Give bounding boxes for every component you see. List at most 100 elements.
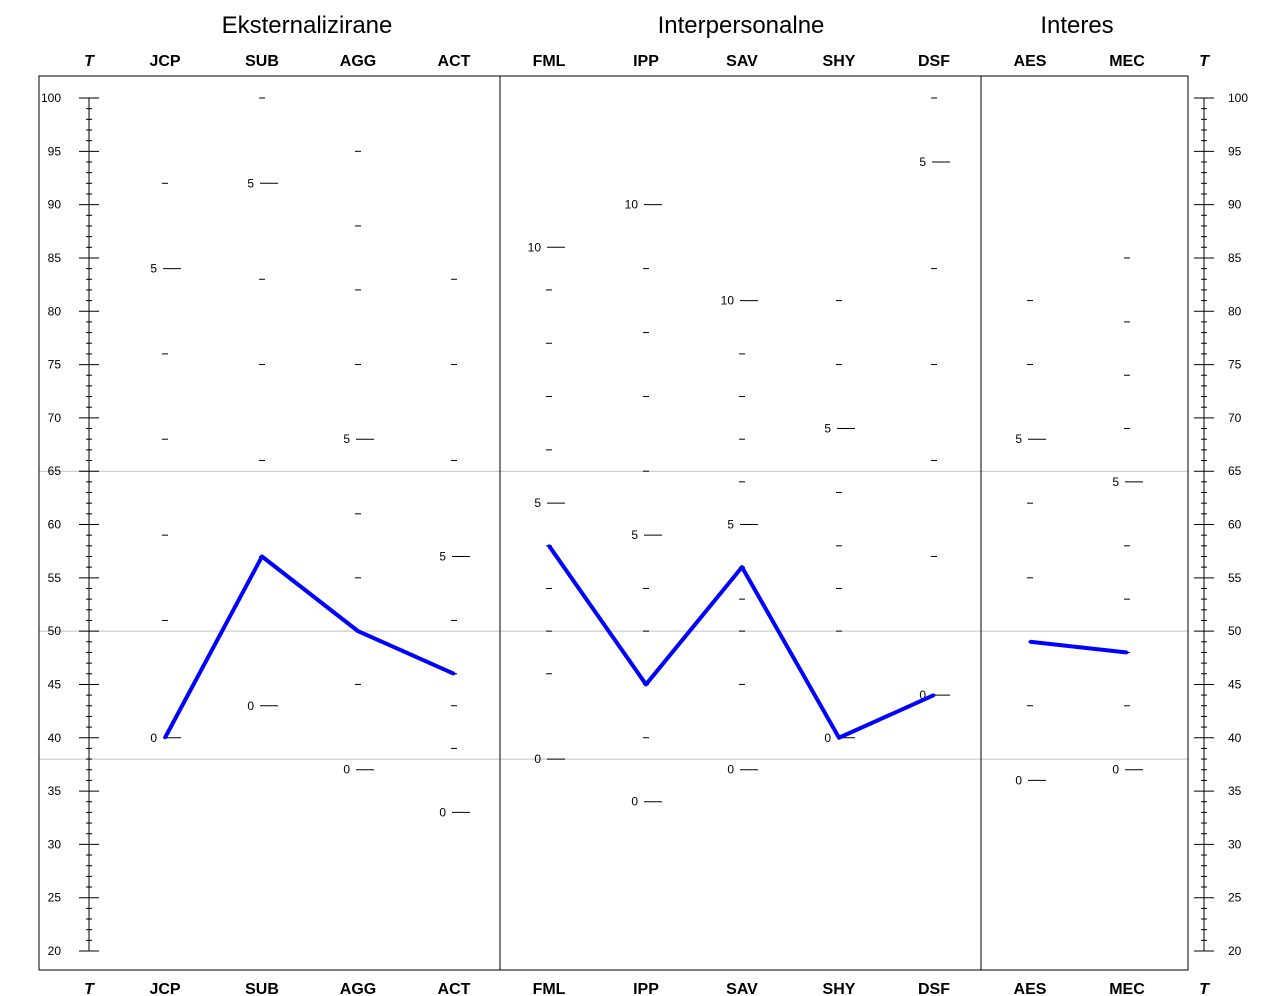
top-t-label-right: T [1199,53,1210,70]
right-tick-label-55: 55 [1228,571,1242,585]
right-tick-label-75: 75 [1228,358,1242,372]
profile-line-interpersonalne [547,544,935,740]
top-label-mec: MEC [1109,53,1145,70]
agg-raw-label-5: 5 [343,432,350,446]
right-tick-label-85: 85 [1228,251,1242,265]
profile-line-interes [1029,639,1128,655]
profile-point-aes [1028,640,1032,644]
right-tick-label-80: 80 [1228,304,1242,318]
right-tick-label-30: 30 [1228,837,1242,851]
left-tick-label-75: 75 [48,358,62,372]
top-label-fml: FML [533,53,566,70]
profile-line-eksternalizirane [163,554,455,739]
profile-point-agg [356,629,360,633]
right-tick-label-35: 35 [1228,784,1242,798]
left-tick-label-45: 45 [48,677,62,691]
left-tick-label-65: 65 [48,464,62,478]
top-label-act: ACT [438,53,471,70]
reference-lines [39,470,1188,760]
column-labels: Eksternalizirane Interpersonalne Interes T T… [84,12,1210,996]
left-tick-label-20: 20 [48,944,62,958]
bottom-label-sav: SAV [726,981,758,996]
top-label-aes: AES [1014,53,1047,70]
left-tick-label-25: 25 [48,891,62,905]
top-label-jcp: JCP [149,53,180,70]
sav-raw-label-10: 10 [721,294,735,308]
left-tick-label-60: 60 [48,518,62,532]
shy-raw-label-5: 5 [824,422,831,436]
right-tick-label-60: 60 [1228,518,1242,532]
group-title-interes: Interes [1040,12,1113,39]
right-tick-label-25: 25 [1228,891,1242,905]
dsf-raw-label-0: 0 [919,688,926,702]
bottom-label-mec: MEC [1109,981,1145,996]
right-tick-label-65: 65 [1228,464,1242,478]
left-tick-label-30: 30 [48,837,62,851]
fml-raw-label-10: 10 [528,240,542,254]
profile-point-ipp [644,682,648,686]
right-tick-label-20: 20 [1228,944,1242,958]
left-tick-label-85: 85 [48,251,62,265]
left-tick-label-80: 80 [48,304,62,318]
aes-raw-label-5: 5 [1015,432,1022,446]
sub-raw-label-0: 0 [247,699,254,713]
sav-raw-label-5: 5 [727,518,734,532]
raw-score-ticks: 0 5 0 5 0 5 0 5 0 5 10 0 5 10 0 5 10 0 5 0 5 0 5 0 5 [150,97,1143,819]
top-t-label-left: T [84,53,95,70]
profile-lines [163,544,1129,740]
bottom-t-label-right: T [1199,981,1210,996]
top-label-ipp: IPP [633,53,659,70]
jcp-raw-label-5: 5 [150,262,157,276]
bottom-t-label-left: T [84,981,95,996]
mec-raw-label-5: 5 [1112,475,1119,489]
plot-frame [38,75,1189,971]
right-tick-label-95: 95 [1228,144,1242,158]
right-tick-label-90: 90 [1228,198,1242,212]
right-tick-label-45: 45 [1228,677,1242,691]
dsf-raw-label-5: 5 [919,155,926,169]
agg-raw-label-0: 0 [343,763,350,777]
left-tick-label-95: 95 [48,144,62,158]
top-label-shy: SHY [823,53,856,70]
bottom-label-ipp: IPP [633,981,659,996]
right-tick-label-40: 40 [1228,731,1242,745]
bottom-label-jcp: JCP [149,981,180,996]
bottom-label-aes: AES [1014,981,1047,996]
left-tick-label-100: 100 [41,91,61,105]
aes-raw-label-0: 0 [1015,773,1022,787]
bottom-label-fml: FML [533,981,566,996]
profile-point-shy [837,736,841,740]
group-title-eksternalizirane: Eksternalizirane [222,12,393,39]
profile-point-sub [260,554,264,558]
profile-point-jcp [163,736,167,740]
profile-point-mec [1125,650,1129,654]
profile-point-fml [547,544,551,548]
left-tick-label-70: 70 [48,411,62,425]
right-tick-label-70: 70 [1228,411,1242,425]
t-axes: 2025303540455055606570758085909510020253… [41,91,1248,958]
left-tick-label-40: 40 [48,731,62,745]
right-tick-label-100: 100 [1228,91,1248,105]
ipp-raw-label-10: 10 [625,198,639,212]
jcp-raw-label-0: 0 [150,731,157,745]
bottom-label-agg: AGG [340,981,376,996]
top-label-agg: AGG [340,53,376,70]
chart-frame [38,75,1189,971]
top-label-sav: SAV [726,53,758,70]
bottom-label-dsf: DSF [918,981,950,996]
top-label-sub: SUB [245,53,279,70]
profile-point-dsf [932,693,936,697]
left-tick-label-90: 90 [48,198,62,212]
right-tick-label-50: 50 [1228,624,1242,638]
ipp-raw-label-5: 5 [631,528,638,542]
left-tick-label-55: 55 [48,571,62,585]
fml-raw-label-5: 5 [534,496,541,510]
mec-raw-label-0: 0 [1112,763,1119,777]
act-raw-label-0: 0 [439,805,446,819]
group-title-interpersonalne: Interpersonalne [658,12,825,39]
profile-point-act [452,672,456,676]
bottom-label-sub: SUB [245,981,279,996]
sub-raw-label-5: 5 [247,176,254,190]
top-label-dsf: DSF [918,53,950,70]
